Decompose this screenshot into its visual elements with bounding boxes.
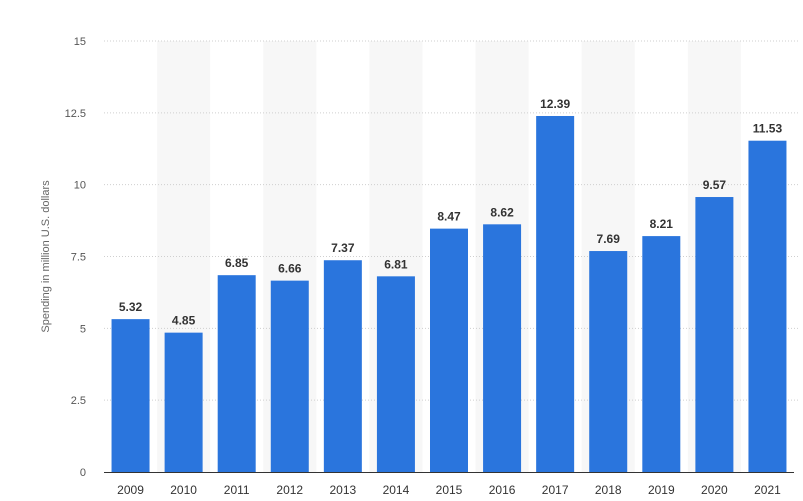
x-tick-label: 2017 (542, 483, 569, 497)
bar (323, 260, 362, 472)
y-tick-label: 15 (74, 36, 86, 48)
bar (430, 228, 468, 472)
x-tick-label: 2019 (648, 483, 675, 497)
data-label: 8.62 (490, 205, 514, 219)
x-tick-label: 2011 (224, 483, 250, 497)
y-tick-label: 7.5 (71, 252, 86, 264)
y-tick-label: 0 (80, 467, 86, 479)
y-tick-label: 10 (74, 180, 86, 192)
data-label: 6.81 (384, 257, 408, 271)
data-label: 6.66 (278, 262, 302, 276)
x-tick-label: 2018 (595, 483, 622, 497)
data-labels: 5.32 4.85 6.85 6.66 7.37 6.81 8.47 8.62 12.39 7.6… (119, 97, 783, 328)
bar (695, 197, 734, 472)
x-tick-label: 2014 (383, 483, 410, 497)
y-axis-label: Spending in million U.S. dollars (40, 180, 52, 333)
data-label: 12.39 (540, 97, 570, 111)
data-label: 7.69 (597, 232, 621, 246)
bar (748, 140, 787, 473)
x-tick-label: 2012 (276, 483, 303, 497)
bar (164, 332, 203, 472)
x-tick-label: 2010 (170, 483, 197, 497)
x-axis-ticks: 2009 2010 2011 2012 2013 2014 2015 2016 2017 2018… (117, 483, 781, 497)
bar (483, 224, 522, 472)
data-label: 6.85 (225, 256, 249, 270)
bar (376, 276, 415, 472)
x-tick-label: 2020 (701, 483, 728, 497)
data-label: 5.32 (119, 300, 143, 314)
data-label: 7.37 (331, 241, 355, 255)
data-label: 8.21 (650, 217, 674, 231)
data-label: 4.85 (172, 314, 196, 328)
data-label: 9.57 (703, 178, 727, 192)
y-tick-label: 12.5 (65, 108, 86, 120)
x-tick-label: 2013 (329, 483, 356, 497)
data-label: 8.47 (437, 210, 461, 224)
data-label: 11.53 (753, 122, 783, 136)
x-tick-label: 2015 (436, 483, 463, 497)
bar (270, 280, 309, 472)
x-tick-label: 2021 (754, 483, 781, 497)
bar (536, 115, 575, 472)
y-tick-label: 5 (80, 323, 86, 335)
bar (111, 319, 150, 472)
x-tick-label: 2016 (489, 483, 516, 497)
x-tick-label: 2009 (117, 483, 144, 497)
y-tick-label: 2.5 (71, 395, 86, 407)
y-axis-ticks: 0 2.5 5 7.5 10 12.5 15 (65, 36, 86, 479)
bars (111, 115, 787, 473)
bar (589, 251, 628, 472)
bar (642, 236, 681, 472)
bar (217, 275, 256, 472)
